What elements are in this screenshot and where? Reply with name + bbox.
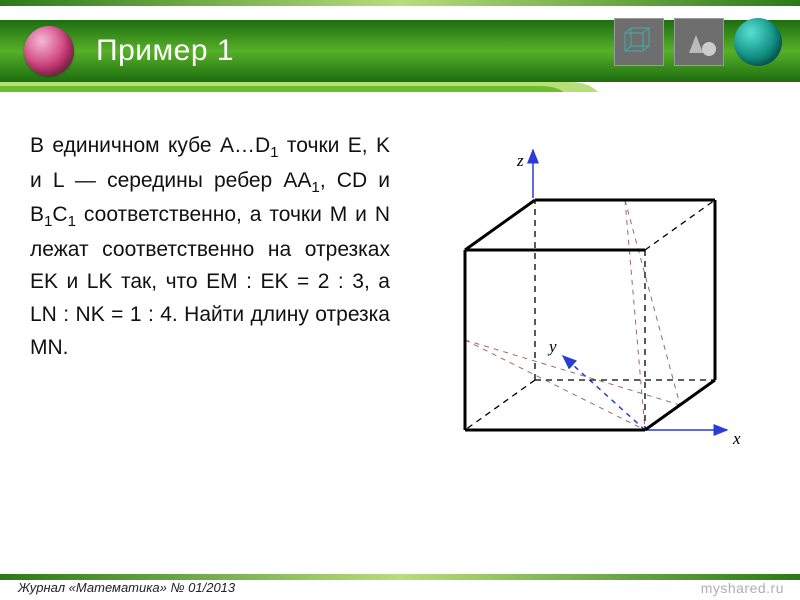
svg-text:x: x (732, 429, 741, 448)
top-stripe (0, 0, 800, 6)
content-area: В единичном кубе A…D1 точки E, K и L — с… (30, 130, 770, 540)
journal-citation: Журнал «Математика» № 01/2013 (18, 580, 235, 595)
svg-text:y: y (547, 337, 557, 356)
page-title: Пример 1 (96, 34, 234, 68)
text-sub: 1 (311, 179, 319, 196)
cube-diagram: x y z (400, 130, 770, 540)
text-seg: В единичном кубе A…D (30, 134, 270, 157)
solids-thumb-1-icon (614, 18, 664, 66)
problem-statement: В единичном кубе A…D1 точки E, K и L — с… (30, 130, 390, 540)
text-sub: 1 (270, 144, 278, 161)
header-sphere-icon (734, 18, 782, 66)
text-seg: соответственно, а точки M и N лежат соот… (30, 203, 390, 358)
svg-text:z: z (516, 151, 524, 170)
text-seg: C (52, 203, 67, 226)
header-right-icons (614, 18, 782, 66)
footer: Журнал «Математика» № 01/2013 myshared.r… (0, 562, 800, 600)
cube-svg: x y z (405, 130, 765, 480)
solids-thumb-2-icon (674, 18, 724, 66)
header: Пример 1 (0, 0, 800, 100)
watermark: myshared.ru (701, 580, 784, 596)
header-bullet-icon (24, 26, 74, 76)
under-stripe (0, 82, 800, 92)
text-sub: 1 (68, 213, 76, 230)
